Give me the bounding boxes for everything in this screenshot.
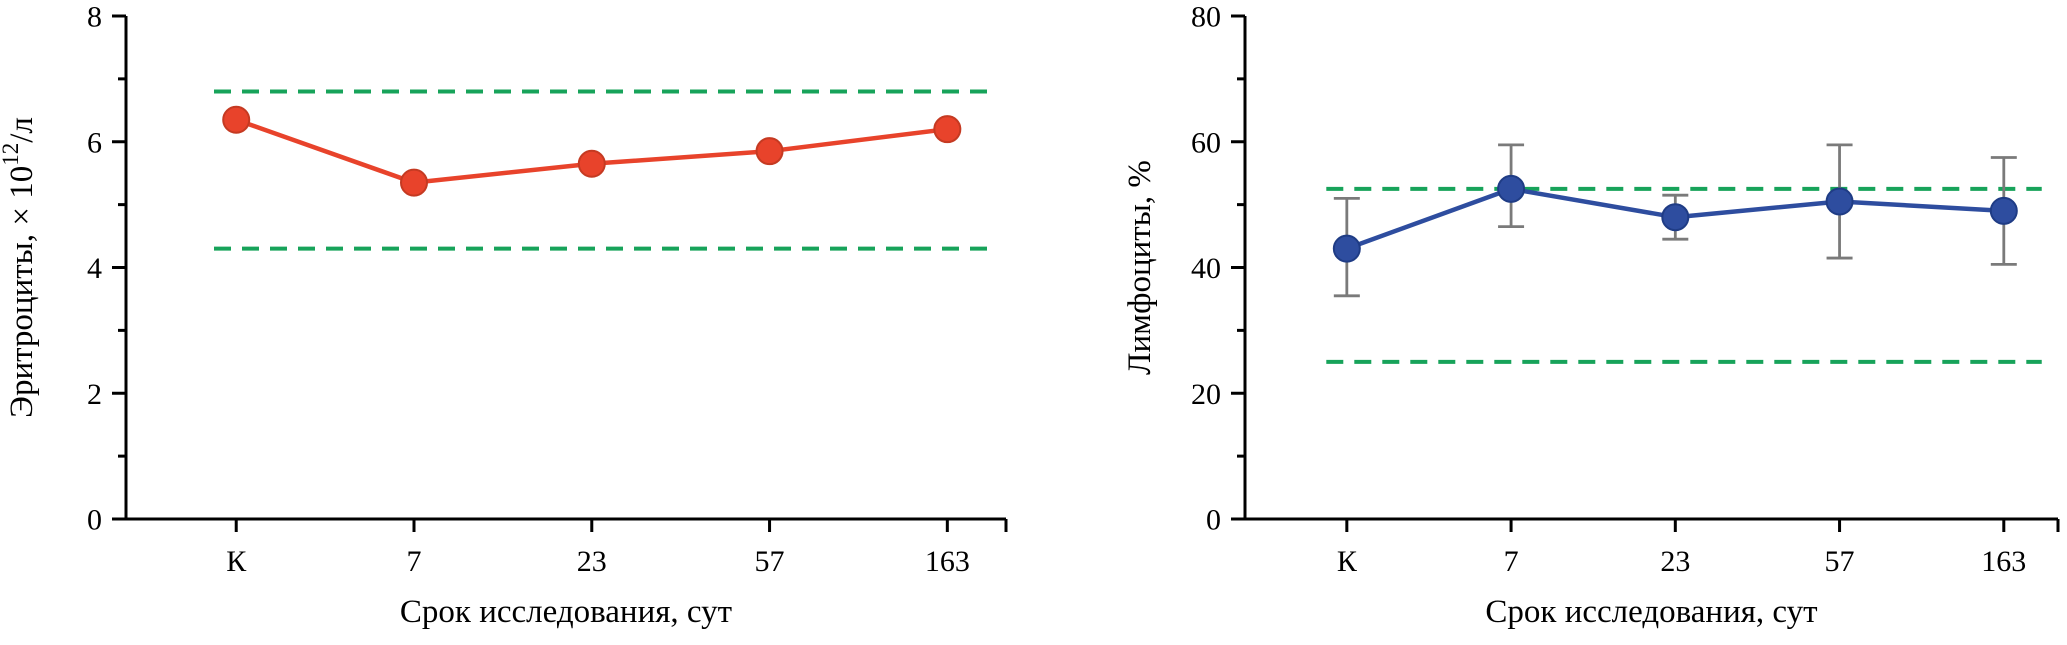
data-point: [400, 168, 428, 197]
y-axis-title: Эритроциты, × 1012/л: [0, 117, 40, 418]
reference-range-lines: [214, 89, 989, 251]
y-tick-label: 80: [1191, 1, 1221, 34]
y-tick-label: 20: [1191, 378, 1221, 411]
y-tick-label: 4: [87, 252, 102, 285]
data-point: [1661, 203, 1690, 232]
y-tick-labels: 0 2 4 6 8: [87, 1, 102, 537]
y-tick-label: 60: [1191, 126, 1221, 159]
x-tick-label: 57: [1825, 545, 1855, 578]
data-point: [222, 105, 251, 134]
axis-lines: [1243, 16, 2058, 521]
x-ticks: [234, 519, 1008, 532]
data-point: [577, 149, 606, 178]
x-ticks: [1345, 519, 2060, 532]
x-tick-label: 23: [577, 545, 607, 578]
data-markers: [1332, 174, 2018, 263]
x-tick-label: К: [226, 545, 247, 578]
y-ticks: [1231, 14, 1245, 521]
x-axis-title: Срок исследования, сут: [400, 594, 732, 630]
x-tick-labels: К 7 23 57 163: [1337, 545, 2026, 578]
y-tick-labels: 0 20 40 60 80: [1191, 1, 1221, 537]
data-point: [1332, 234, 1361, 263]
erythrocytes-chart: 0 2 4 6 8 К 7 23 57 163 Срок исследования, сут Эрит…: [0, 0, 1010, 645]
y-tick-label: 40: [1191, 252, 1221, 285]
lymphocytes-chart: 0 20 40 60 80 К 7 23 57 163 Срок исследования, сут…: [1010, 0, 2067, 645]
data-point: [933, 115, 962, 144]
erythrocytes-chart-svg: 0 2 4 6 8 К 7 23 57 163 Срок исследования, сут Эрит…: [0, 1, 1008, 630]
y-tick-label: 8: [87, 1, 102, 34]
y-tick-label: 6: [87, 126, 102, 159]
y-tick-label: 2: [87, 378, 102, 411]
axes: [1243, 16, 2058, 521]
data-point: [755, 137, 784, 166]
data-point: [1497, 174, 1526, 203]
x-tick-label: 163: [1981, 545, 2026, 578]
x-tick-label: 57: [755, 545, 785, 578]
y-tick-label: 0: [87, 504, 102, 537]
x-axis-title: Срок исследования, сут: [1485, 594, 1817, 630]
y-ticks: [112, 14, 126, 521]
reference-range-lines: [1326, 186, 2042, 364]
lymphocytes-chart-svg: 0 20 40 60 80 К 7 23 57 163 Срок исследования, сут…: [1122, 1, 2060, 630]
y-axis-title: Лимфоциты, %: [1122, 160, 1158, 375]
data-point: [1825, 187, 1854, 216]
x-tick-label: 7: [407, 545, 422, 578]
x-tick-labels: К 7 23 57 163: [226, 545, 970, 578]
x-tick-label: 7: [1504, 545, 1519, 578]
y-tick-label: 0: [1206, 504, 1221, 537]
x-tick-label: К: [1337, 545, 1358, 578]
x-tick-label: 163: [925, 545, 970, 578]
data-markers: [222, 105, 962, 197]
data-point: [1989, 196, 2018, 225]
x-tick-label: 23: [1660, 545, 1690, 578]
